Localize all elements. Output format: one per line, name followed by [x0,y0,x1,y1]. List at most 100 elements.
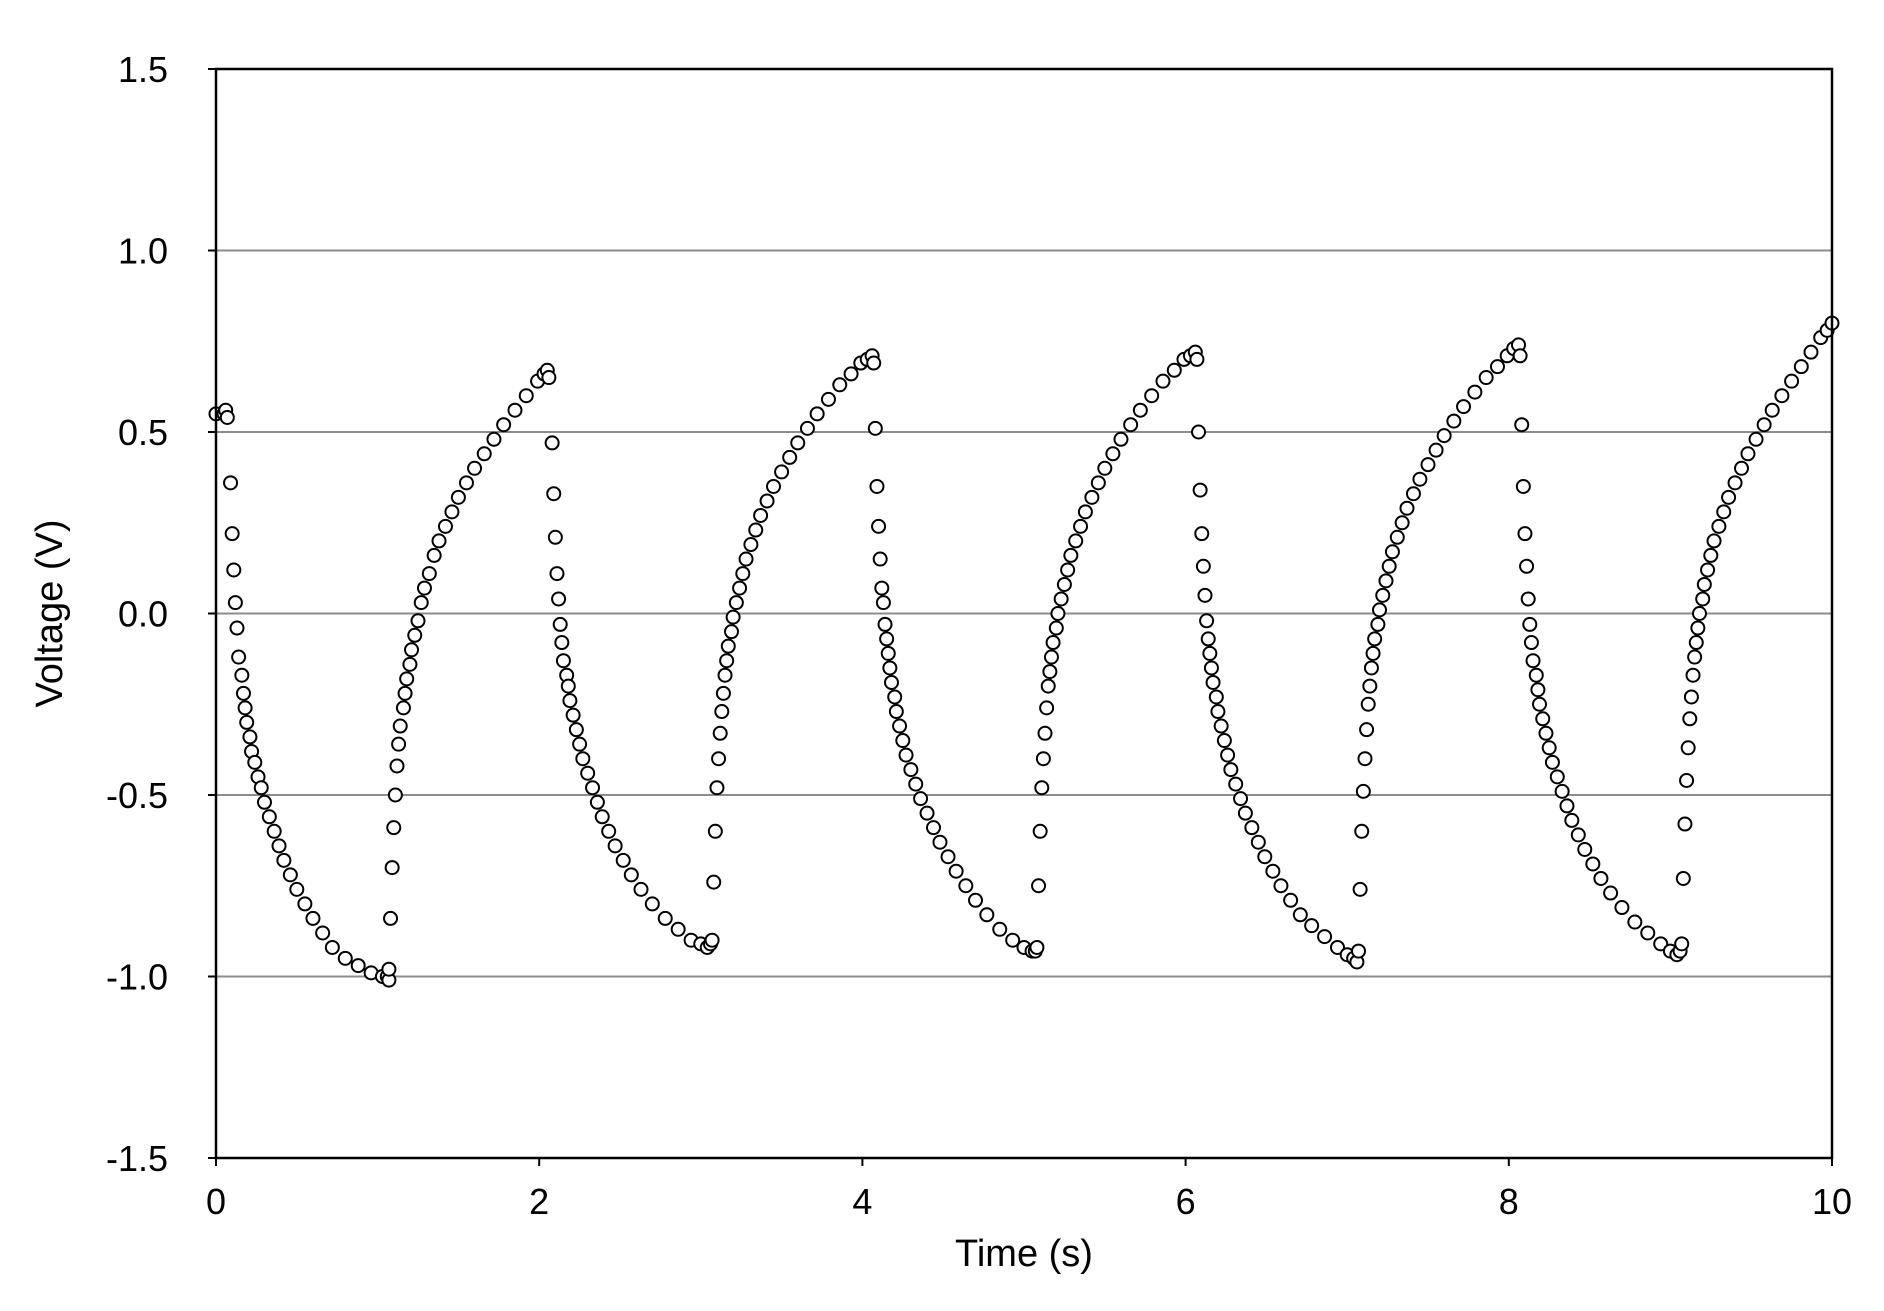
data-point-0-194 [1144,388,1160,404]
data-point-0-288 [1585,856,1601,872]
data-point-0-308 [1690,620,1706,636]
data-point-0-186 [1077,504,1093,520]
data-point-0-215 [1220,747,1236,763]
data-point-0-214 [1216,733,1232,749]
data-point-0-237 [1357,751,1373,767]
x-tick-label-2: 4 [852,1181,872,1222]
data-point-0-18 [253,780,269,796]
data-point-0-268 [1515,478,1531,494]
data-point-0-28 [315,925,331,941]
data-point-0-276 [1530,682,1546,698]
data-point-0-282 [1549,769,1565,785]
data-point-0-83 [572,736,588,752]
data-point-0-283 [1554,783,1570,799]
x-tick-label-5: 10 [1812,1181,1852,1222]
data-point-0-154 [919,805,935,821]
data-point-0-80 [562,693,578,709]
data-point-0-284 [1559,798,1575,814]
data-point-0-41 [389,758,405,774]
data-point-0-7 [227,595,243,611]
data-point-0-181 [1056,576,1072,592]
y-tick-label-4: 0.5 [118,412,168,453]
data-point-0-219 [1237,805,1253,821]
data-point-0-203 [1194,526,1210,542]
data-point-0-116 [735,566,751,582]
data-point-0-104 [709,780,725,796]
data-point-0-64 [507,402,523,418]
y-tick-label-2: -0.5 [106,775,168,816]
data-point-0-207 [1200,631,1216,647]
data-point-0-244 [1370,616,1386,632]
data-point-0-10 [234,667,250,683]
data-point-0-324 [1774,388,1790,404]
data-point-0-168 [1031,878,1047,894]
data-point-0-127 [809,406,825,422]
data-point-0-313 [1703,547,1719,563]
data-point-0-136 [869,478,885,494]
data-point-0-93 [633,881,649,897]
data-point-0-113 [725,609,741,625]
data-point-0-13 [239,714,255,730]
data-point-0-30 [337,950,353,966]
data-point-0-267 [1514,417,1530,433]
data-point-0-51 [413,595,429,611]
data-point-0-238 [1359,722,1375,738]
data-point-0-291 [1614,900,1630,916]
data-points [208,315,1840,988]
data-point-0-27 [305,910,321,926]
x-tick-label-3: 6 [1176,1181,1196,1222]
data-point-0-179 [1050,606,1066,621]
data-point-0-257 [1436,428,1452,444]
data-point-0-190 [1105,446,1121,462]
data-point-0-286 [1570,827,1586,843]
data-point-0-23 [276,852,292,868]
data-point-0-258 [1446,413,1462,429]
data-point-0-205 [1197,587,1213,603]
data-point-0-105 [711,751,727,767]
data-point-0-56 [437,518,453,534]
data-point-0-303 [1682,711,1698,727]
data-point-0-239 [1360,696,1376,712]
x-tick-label-0: 0 [206,1181,226,1222]
data-point-0-153 [913,791,929,807]
data-point-0-290 [1603,885,1619,901]
axis-ticks [208,68,1833,1166]
data-point-0-172 [1037,725,1053,741]
data-point-0-86 [585,780,601,796]
data-point-0-187 [1084,489,1100,505]
data-point-0-242 [1365,645,1381,661]
data-point-0-247 [1378,573,1394,589]
data-point-0-217 [1228,776,1244,792]
data-point-0-74 [551,591,567,607]
data-point-0-155 [926,820,942,836]
data-point-0-279 [1538,725,1554,741]
data-point-0-226 [1292,907,1308,923]
data-point-0-312 [1700,562,1716,578]
data-point-0-301 [1679,772,1695,788]
data-point-0-171 [1035,751,1051,767]
data-point-0-228 [1317,929,1333,945]
data-point-0-185 [1073,518,1089,534]
data-point-0-277 [1532,696,1548,712]
data-point-0-146 [887,689,903,705]
y-tick-label-0: -1.5 [106,1138,168,1179]
data-point-0-143 [880,645,896,661]
data-point-0-25 [289,881,305,897]
data-point-0-38 [384,860,400,876]
data-point-0-107 [714,704,730,720]
data-point-0-159 [958,878,974,894]
data-point-0-287 [1577,841,1593,857]
data-point-0-20 [261,809,277,825]
data-point-0-321 [1748,431,1764,447]
data-point-0-49 [407,627,423,643]
data-point-0-111 [720,638,736,654]
data-point-0-183 [1063,547,1079,563]
data-point-0-21 [266,823,282,839]
y-tick-label-3: 0.0 [118,594,168,635]
data-point-0-82 [568,722,584,738]
data-point-0-125 [790,435,806,451]
data-point-0-189 [1097,460,1113,476]
data-point-0-201 [1191,424,1207,440]
data-point-0-69 [541,370,557,386]
data-point-0-102 [706,874,722,890]
